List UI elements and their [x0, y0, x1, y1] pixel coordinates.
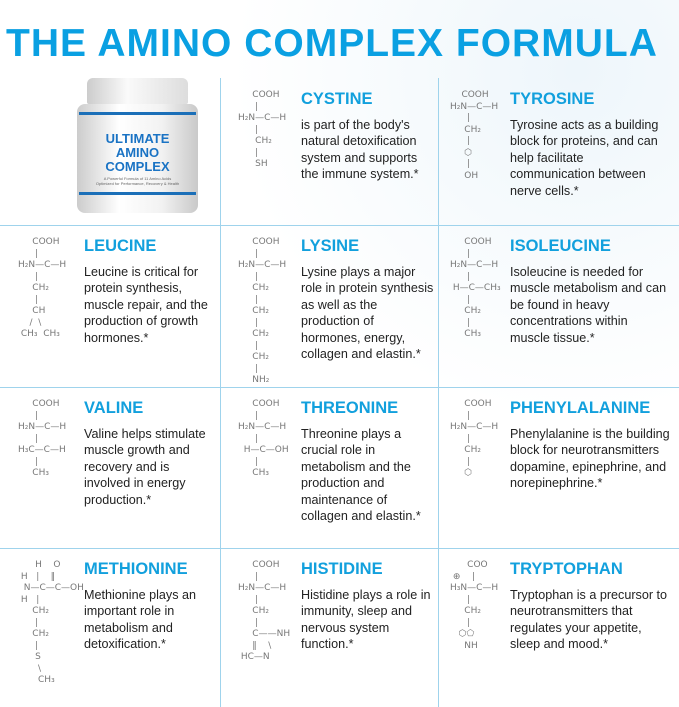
amino-description: Isoleucine is needed for muscle metaboli…: [510, 265, 667, 345]
amino-description: Methionine plays an important role in me…: [84, 588, 197, 652]
structure-diagram: H O H | ‖ N—C—C—OH H | CH₂ | CH₂ | S \ C…: [20, 560, 84, 685]
structure-diagram: COOH H₂N—C—H | CH₂ | ⬡ | OH: [450, 90, 499, 181]
product-name-line: ULTIMATE: [105, 131, 170, 146]
product-name-line: COMPLEX: [105, 159, 170, 174]
amino-name: LEUCINE: [84, 237, 157, 255]
bottle-cap: [87, 78, 188, 104]
structure-diagram: COO ⊕ | H₃N—C—H | CH₂ | ⬡⬠ NH: [450, 560, 499, 651]
grid-divider: [0, 387, 679, 388]
label-band: [79, 112, 196, 115]
amino-name: HISTIDINE: [301, 560, 383, 578]
product-name-line: AMINO: [115, 145, 160, 160]
amino-description: Phenylalanine is the building block for …: [510, 427, 670, 491]
amino-name: METHIONINE: [84, 560, 188, 578]
grid-divider: [0, 225, 679, 226]
grid-divider: [0, 548, 679, 549]
structure-diagram: COOH | H₂N—C—H | CH₂ | CH / \ CH₃ CH₃: [18, 237, 67, 339]
amino-name: LYSINE: [301, 237, 360, 255]
product-bottle-image: ULTIMATE AMINO COMPLEX A Powerful Formul…: [75, 78, 200, 213]
structure-diagram: COOH | H₂N—C—H | H₃C—C—H | CH₃: [18, 399, 67, 478]
structure-diagram: COOH | H₂N—C—H | CH₂ | C——NH ‖ \ HC—N: [238, 560, 291, 662]
bottle-label: ULTIMATE AMINO COMPLEX A Powerful Formul…: [77, 104, 198, 213]
product-tagline: A Powerful Formula of 11 Amino Acids Opt…: [95, 176, 180, 186]
grid-divider: [220, 78, 221, 707]
amino-name: CYSTINE: [301, 90, 373, 108]
structure-diagram: COOH | H₂N—C—H | CH₂ | ⬡: [450, 399, 499, 478]
label-band: [79, 192, 196, 195]
page-title: THE AMINO COMPLEX FORMULA: [6, 22, 658, 65]
amino-name: TYROSINE: [510, 90, 595, 108]
amino-description: Tyrosine acts as a building block for pr…: [510, 118, 659, 198]
amino-description: is part of the body's natural detoxifica…: [301, 118, 419, 182]
structure-diagram: COOH | H₂N—C—H | CH₂ | CH₂ | CH₂ | CH₂ |…: [238, 237, 287, 385]
structure-diagram: COOH | H₂N—C—H | H—C—OH | CH₃: [238, 399, 289, 478]
amino-description: Histidine plays a role in immunity, slee…: [301, 588, 431, 652]
amino-description: Leucine is critical for protein synthesi…: [84, 265, 208, 345]
amino-name: PHENYLALANINE: [510, 399, 651, 417]
amino-description: Lysine plays a major role in protein syn…: [301, 265, 434, 362]
structure-diagram: COOH | H₂N—C—H | H—C—CH₃ | CH₂ | CH₃: [450, 237, 501, 339]
amino-description: Threonine plays a crucial role in metabo…: [301, 427, 421, 524]
grid-divider: [438, 78, 439, 707]
amino-description: Tryptophan is a precursor to neurotransm…: [510, 588, 668, 652]
amino-name: TRYPTOPHAN: [510, 560, 623, 578]
amino-name: THREONINE: [301, 399, 399, 417]
structure-diagram: COOH | H₂N—C—H | CH₂ | SH: [238, 90, 287, 169]
amino-name: ISOLEUCINE: [510, 237, 611, 255]
amino-name: VALINE: [84, 399, 144, 417]
amino-description: Valine helps stimulate muscle growth and…: [84, 427, 206, 507]
